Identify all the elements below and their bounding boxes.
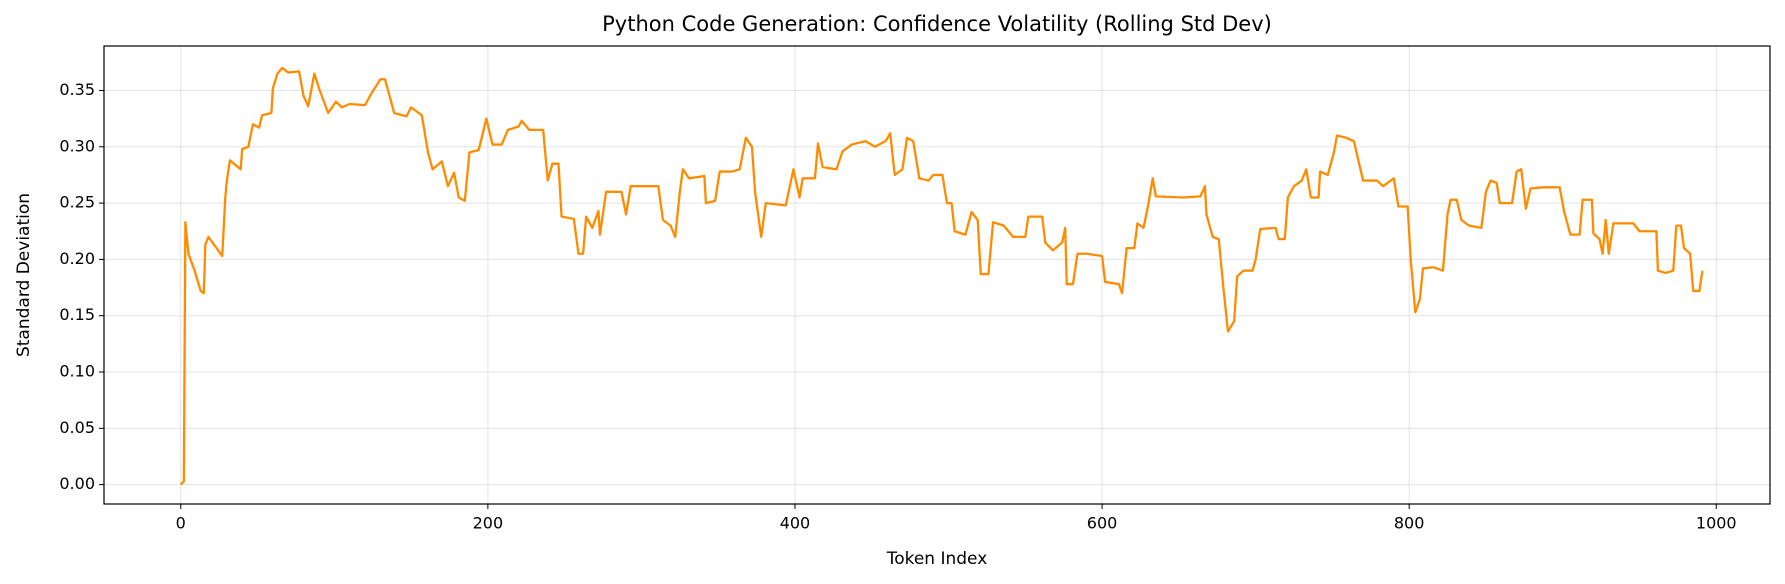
y-tick-label: 0.25	[59, 193, 95, 212]
x-axis-label: Token Index	[886, 549, 988, 569]
x-tick-label: 800	[1394, 514, 1425, 533]
y-axis-label: Standard Deviation	[14, 193, 34, 357]
y-tick-label: 0.10	[59, 362, 95, 381]
y-tick-label: 0.30	[59, 136, 95, 155]
y-tick-label: 0.15	[59, 305, 95, 324]
chart-title: Python Code Generation: Confidence Volat…	[602, 12, 1272, 36]
x-tick-label: 1000	[1696, 514, 1737, 533]
y-tick-label: 0.05	[59, 418, 95, 437]
plot-area	[104, 46, 1770, 504]
plot-frame	[103, 45, 1771, 505]
data-line	[179, 66, 1704, 486]
x-tick-label: 600	[1087, 514, 1118, 533]
y-tick-label: 0.20	[59, 249, 95, 268]
x-tick-label: 0	[176, 514, 186, 533]
y-tick-label: 0.00	[59, 474, 95, 493]
x-tick-label: 200	[473, 514, 504, 533]
x-tick-label: 400	[780, 514, 811, 533]
y-tick-label: 0.35	[59, 80, 95, 99]
